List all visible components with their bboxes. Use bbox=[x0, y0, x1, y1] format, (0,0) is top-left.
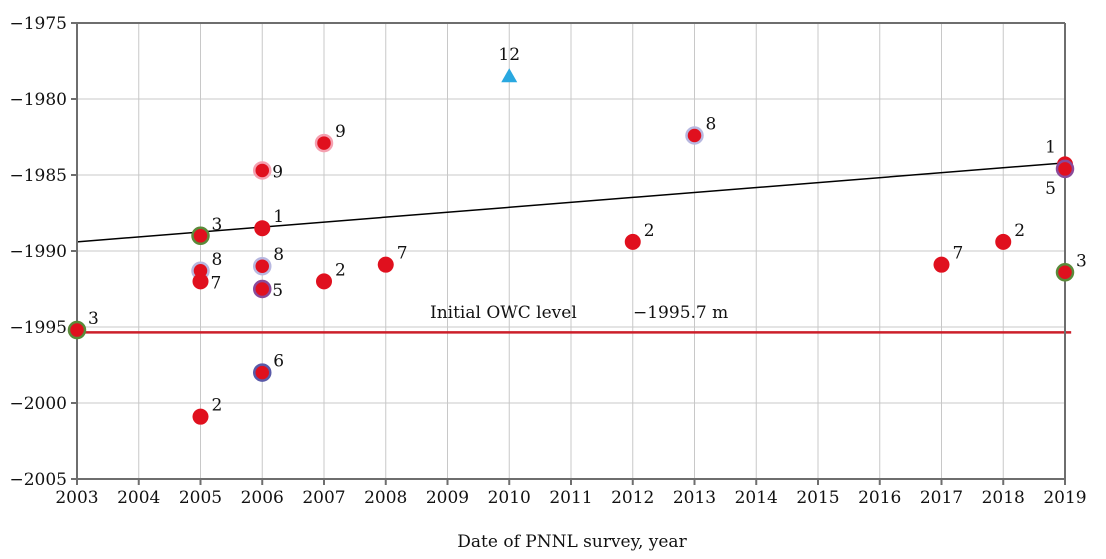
y-tick-label: −2000 bbox=[9, 394, 67, 414]
point-label: 12 bbox=[498, 45, 520, 65]
axes bbox=[71, 22, 1066, 485]
point-label: 5 bbox=[272, 281, 283, 301]
point-label: 8 bbox=[273, 245, 284, 265]
y-tick-label: −1990 bbox=[9, 242, 67, 262]
point-marker bbox=[933, 256, 950, 273]
point-marker bbox=[624, 233, 641, 250]
point-marker bbox=[254, 220, 271, 237]
x-tick-label: 2015 bbox=[796, 488, 839, 508]
point-marker bbox=[253, 161, 272, 180]
point-marker bbox=[191, 226, 210, 246]
x-tick-label: 2016 bbox=[858, 488, 901, 508]
data-points bbox=[67, 68, 1075, 425]
point-marker bbox=[316, 273, 332, 290]
point-label: 2 bbox=[212, 396, 223, 416]
owc-annotation-value: −1995.7 m bbox=[633, 303, 728, 323]
x-tick-label: 2009 bbox=[426, 488, 469, 508]
point-marker bbox=[1055, 263, 1075, 282]
point-label: 9 bbox=[272, 162, 283, 182]
point-label: 2 bbox=[335, 260, 346, 280]
point-label: 2 bbox=[644, 221, 655, 241]
point-label: 1 bbox=[1045, 137, 1056, 157]
point-marker bbox=[192, 273, 209, 290]
point-marker bbox=[314, 133, 334, 153]
point-label: 1 bbox=[273, 207, 284, 227]
point-label: 6 bbox=[273, 352, 284, 372]
point-marker bbox=[377, 256, 394, 273]
point-label: 3 bbox=[88, 309, 99, 329]
x-tick-label: 2004 bbox=[117, 488, 160, 508]
owc-annotation-text: Initial OWC level bbox=[430, 303, 577, 323]
point-label: 3 bbox=[1076, 251, 1087, 271]
point-labels: 3 3 8 7 2 9 1 8 5 6 9 2 7 12 2 8 7 2 1 5 3 bbox=[88, 45, 1087, 415]
y-tick-label: −1980 bbox=[9, 90, 67, 110]
point-label: 7 bbox=[953, 244, 964, 264]
point-marker bbox=[685, 126, 704, 145]
triangle-marker bbox=[501, 68, 518, 83]
y-tick-label: −2005 bbox=[9, 470, 67, 490]
x-tick-label: 2003 bbox=[55, 488, 98, 508]
point-marker bbox=[253, 363, 272, 382]
point-marker bbox=[192, 408, 209, 425]
point-label: 9 bbox=[335, 122, 346, 142]
x-tick-label: 2006 bbox=[241, 488, 284, 508]
point-label: 8 bbox=[212, 250, 223, 270]
point-label: 7 bbox=[397, 244, 408, 264]
x-tick-label: 2018 bbox=[982, 488, 1025, 508]
x-tick-label: 2013 bbox=[673, 488, 716, 508]
point-label: 3 bbox=[212, 215, 223, 235]
x-tick-label: 2019 bbox=[1043, 488, 1086, 508]
y-tick-label: −1975 bbox=[9, 14, 67, 34]
point-label: 7 bbox=[211, 273, 222, 293]
point-label: 2 bbox=[1014, 221, 1025, 241]
x-tick-label: 2017 bbox=[920, 488, 963, 508]
x-tick-label: 2011 bbox=[549, 488, 592, 508]
y-tick-label: −1995 bbox=[9, 318, 67, 338]
tick-labels: 2003 2004 2005 2006 2007 2008 2009 2010 2011 2012… bbox=[9, 14, 1086, 508]
reference-lines bbox=[76, 162, 1072, 334]
x-tick-label: 2012 bbox=[611, 488, 654, 508]
point-marker bbox=[995, 233, 1012, 250]
x-tick-label: 2005 bbox=[179, 488, 222, 508]
y-tick-label: −1985 bbox=[9, 166, 67, 186]
point-marker bbox=[253, 279, 272, 299]
trend-line bbox=[76, 162, 1066, 243]
grid bbox=[77, 23, 1065, 479]
x-tick-label: 2014 bbox=[735, 488, 778, 508]
x-axis-label: Date of PNNL survey, year bbox=[457, 532, 687, 552]
point-marker bbox=[67, 320, 87, 340]
point-label: 5 bbox=[1045, 179, 1056, 199]
x-tick-label: 2007 bbox=[302, 488, 345, 508]
x-tick-label: 2008 bbox=[364, 488, 407, 508]
point-label: 8 bbox=[706, 114, 717, 134]
point-marker bbox=[253, 256, 272, 276]
point-marker bbox=[1055, 159, 1075, 179]
x-tick-label: 2010 bbox=[488, 488, 531, 508]
